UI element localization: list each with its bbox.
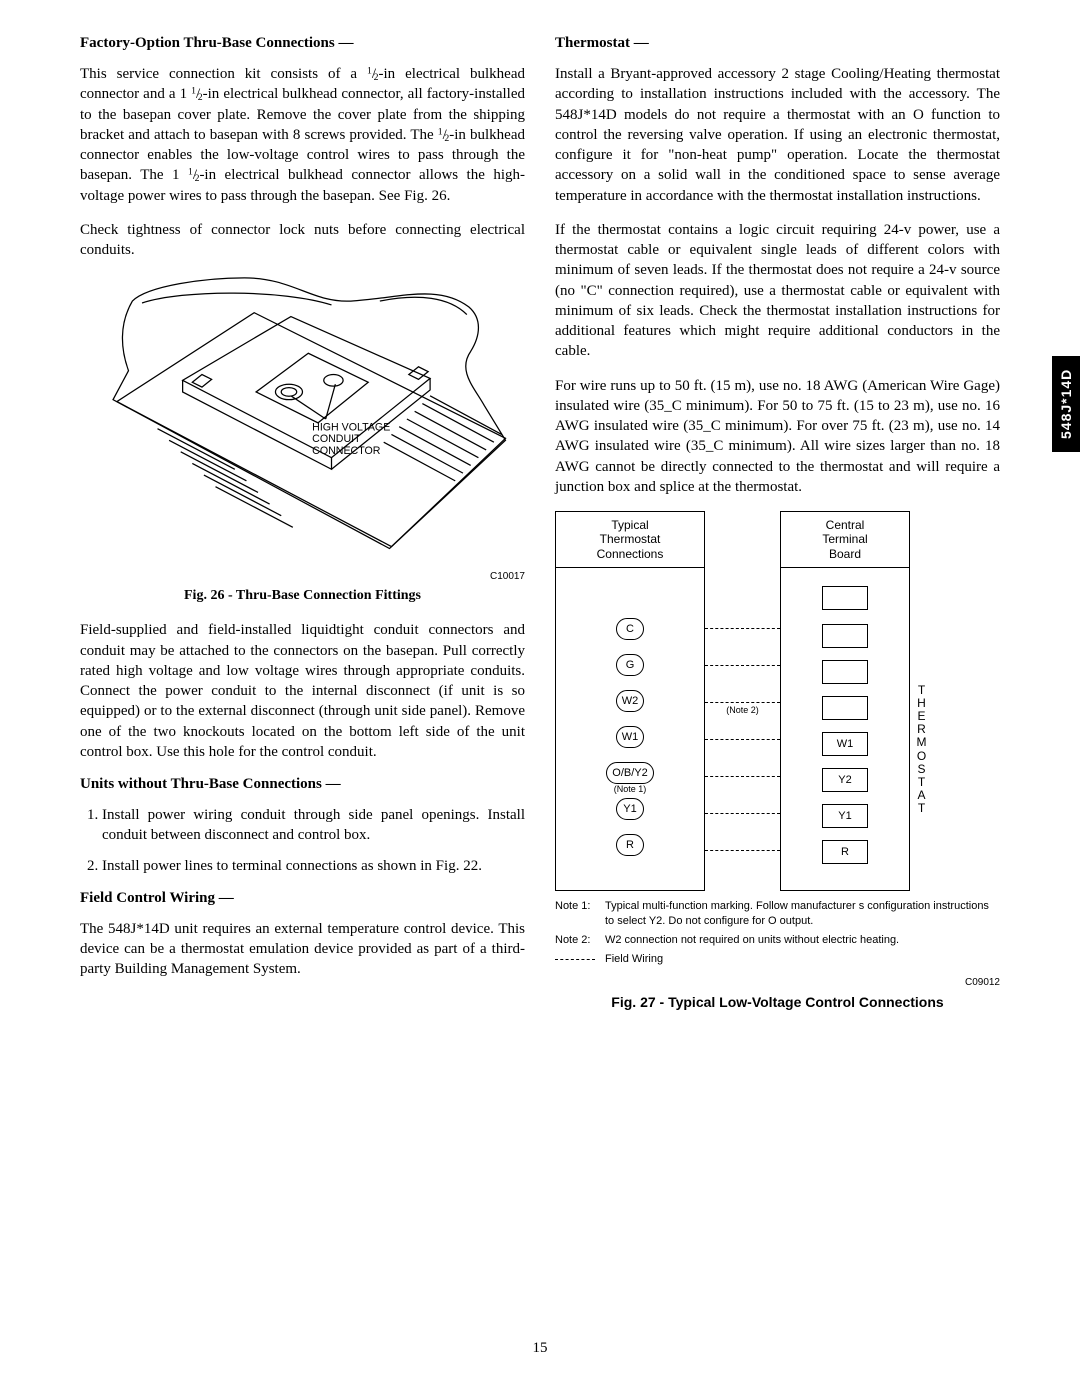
fig27-top-row: Typical Thermostat Connections Central T… <box>555 511 1000 568</box>
paragraph-logic-circuit: If the thermostat contains a logic circu… <box>555 220 1000 362</box>
field-wire <box>705 628 780 629</box>
text: Thermostat <box>600 532 661 546</box>
field-wire <box>705 739 780 740</box>
field-wire <box>705 665 780 666</box>
fig26-label: CONDUIT <box>312 433 361 445</box>
paragraph-service-kit: This service connection kit consists of … <box>80 64 525 206</box>
list-item: Install power wiring conduit through sid… <box>102 805 525 846</box>
terminal-node-w1: W1 <box>616 726 644 748</box>
two-column-layout: Factory-Option Thru-Base Connections — T… <box>80 35 1000 1010</box>
fig27-thermostat-vertical-label: THERMOSTAT <box>910 568 934 891</box>
note-label: Note 1: <box>555 899 605 929</box>
note-text: W2 connection not required on units with… <box>605 933 1000 948</box>
terminal-node-r: R <box>616 834 644 856</box>
terminal-node-y1: Y1 <box>616 798 644 820</box>
side-tab: 548J*14D <box>1052 356 1080 452</box>
figure-26: HIGH VOLTAGE CONDUIT CONNECTOR C10017 Fi… <box>80 274 525 604</box>
terminal-node-oby2: O/B/Y2 <box>606 762 654 784</box>
heading-factory-option: Factory-Option Thru-Base Connections — <box>80 35 525 52</box>
text: Connections <box>597 547 664 561</box>
text: Central <box>826 518 865 532</box>
spacer <box>705 511 780 568</box>
terminal-box-w1: W1 <box>822 732 868 756</box>
text: This service connection kit consists of … <box>80 66 367 82</box>
left-column: Factory-Option Thru-Base Connections — T… <box>80 35 525 1010</box>
note-1: Note 1: Typical multi-function marking. … <box>555 899 1000 929</box>
figure-code: C09012 <box>555 977 1000 988</box>
fig27-terminal-board-column: W1 Y2 Y1 R <box>780 568 910 891</box>
field-wire <box>705 850 780 851</box>
terminal-node-c: C <box>616 618 644 640</box>
fig26-label: HIGH VOLTAGE <box>312 422 390 434</box>
fig27-body: C G W2 W1 O/B/Y2 (Note 1) Y1 R (Note 2) <box>555 568 1000 891</box>
note-label: Note 2: <box>555 933 605 948</box>
figure-27: Typical Thermostat Connections Central T… <box>555 511 1000 1010</box>
dash-icon <box>555 959 595 960</box>
terminal-box <box>822 696 868 720</box>
figure-code: C10017 <box>80 571 525 582</box>
fraction: 1/2 <box>191 86 202 102</box>
fig27-wiring-column: (Note 2) <box>705 568 780 891</box>
field-wire <box>705 776 780 777</box>
fraction: 1/2 <box>367 66 378 82</box>
terminal-box <box>822 624 868 648</box>
terminal-box <box>822 586 868 610</box>
terminal-box-y2: Y2 <box>822 768 868 792</box>
list-item: Install power lines to terminal connecti… <box>102 856 525 876</box>
legend-text: Field Wiring <box>605 952 663 967</box>
fig27-thermostat-column: C G W2 W1 O/B/Y2 (Note 1) Y1 R <box>555 568 705 891</box>
numer: 1 <box>367 66 372 77</box>
field-wire <box>705 702 780 703</box>
figure-26-caption: Fig. 26 - Thru-Base Connection Fittings <box>80 588 525 604</box>
heading-field-control: Field Control Wiring — <box>80 890 525 907</box>
fig27-left-title-box: Typical Thermostat Connections <box>555 511 705 568</box>
fig27-right-title-box: Central Terminal Board <box>780 511 910 568</box>
text: Typical <box>611 518 648 532</box>
field-wire <box>705 813 780 814</box>
terminal-box-r: R <box>822 840 868 864</box>
terminal-box <box>822 660 868 684</box>
page-number: 15 <box>0 1340 1080 1357</box>
fig26-label: CONNECTOR <box>312 445 381 457</box>
note-text: Typical multi-function marking. Follow m… <box>605 899 1000 929</box>
numer: 1 <box>191 86 196 97</box>
paragraph-wire-runs: For wire runs up to 50 ft. (15 m), use n… <box>555 376 1000 498</box>
heading-units-without: Units without Thru-Base Connections — <box>80 776 525 793</box>
right-column: Thermostat — Install a Bryant-approved a… <box>555 35 1000 1010</box>
fraction: 1/2 <box>188 167 199 183</box>
terminal-node-g: G <box>616 654 644 676</box>
paragraph-field-supplied: Field-supplied and field-installed liqui… <box>80 620 525 762</box>
text: Board <box>829 547 861 561</box>
paragraph-install-bryant: Install a Bryant-approved accessory 2 st… <box>555 64 1000 206</box>
numer: 1 <box>438 126 443 137</box>
text: Terminal <box>822 532 867 546</box>
figure-27-notes: Note 1: Typical multi-function marking. … <box>555 899 1000 966</box>
field-wiring-legend: Field Wiring <box>555 952 1000 967</box>
numbered-list: Install power wiring conduit through sid… <box>80 805 525 876</box>
note-2: Note 2: W2 connection not required on un… <box>555 933 1000 948</box>
terminal-node-w2: W2 <box>616 690 644 712</box>
figure-27-caption: Fig. 27 - Typical Low-Voltage Control Co… <box>555 994 1000 1010</box>
thru-base-diagram: HIGH VOLTAGE CONDUIT CONNECTOR <box>80 274 525 564</box>
paragraph-548j: The 548J*14D unit requires an external t… <box>80 919 525 980</box>
fraction: 1/2 <box>438 127 449 143</box>
terminal-box-y1: Y1 <box>822 804 868 828</box>
numer: 1 <box>188 167 193 178</box>
heading-thermostat: Thermostat — <box>555 35 1000 52</box>
paragraph-check-tightness: Check tightness of connector lock nuts b… <box>80 220 525 261</box>
